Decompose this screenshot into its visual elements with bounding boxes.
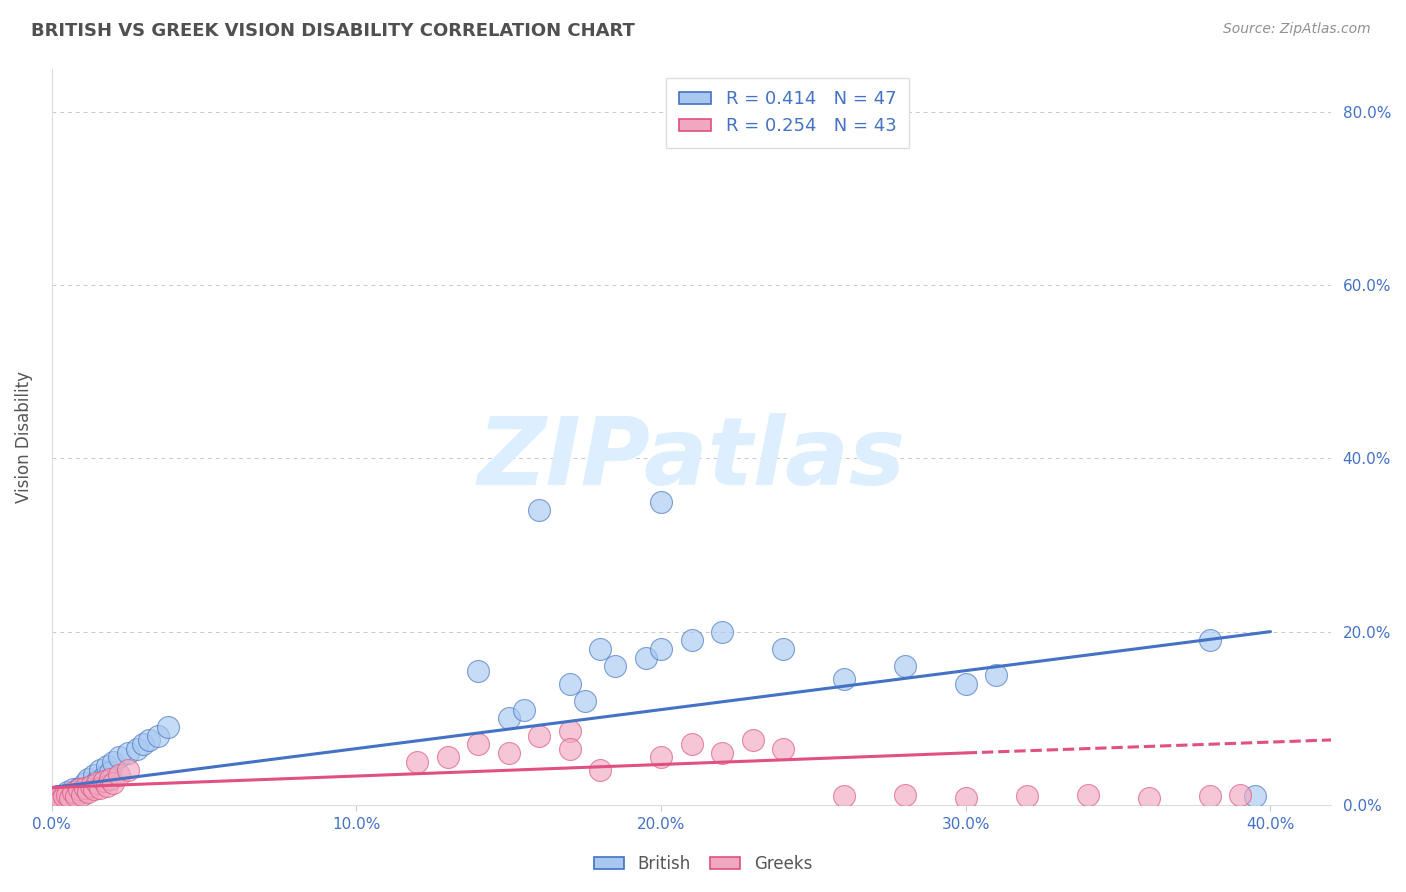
Point (86, 773, 108, 788)
Point (634, 650, 657, 665)
Point (605, 659, 627, 673)
Text: BRITISH VS GREEK VISION DISABILITY CORRELATION CHART: BRITISH VS GREEK VISION DISABILITY CORRE… (31, 22, 634, 40)
Point (65, 789, 87, 804)
Point (986, 668, 1008, 682)
Point (138, 733, 160, 747)
Point (62, 782, 84, 797)
Point (650, 494, 672, 508)
Point (467, 664, 489, 678)
Y-axis label: Vision Disability: Vision Disability (15, 371, 32, 503)
Point (513, 703, 536, 717)
Text: ZIPatlas: ZIPatlas (478, 413, 905, 505)
Point (56, 785, 79, 799)
Point (741, 733, 763, 747)
Point (59, 791, 82, 805)
Point (98, 772, 121, 786)
Point (894, 788, 917, 802)
Point (1198, 633, 1220, 648)
Point (558, 676, 581, 690)
Point (89, 764, 111, 778)
Point (650, 642, 672, 657)
Point (117, 746, 139, 760)
Point (44, 793, 66, 807)
Point (77, 785, 100, 799)
Point (125, 741, 148, 756)
Point (46, 791, 69, 805)
Point (75, 780, 97, 795)
Point (711, 746, 734, 760)
Point (1137, 791, 1160, 805)
Point (772, 642, 794, 657)
Point (558, 741, 581, 756)
Point (117, 764, 139, 778)
Point (711, 624, 734, 639)
Point (681, 737, 703, 751)
Point (86, 776, 108, 790)
Point (1198, 789, 1220, 804)
Point (70, 788, 93, 802)
Point (955, 676, 977, 690)
Point (156, 720, 179, 734)
Point (89, 780, 111, 795)
Point (650, 750, 672, 764)
Point (80, 779, 103, 793)
Point (529, 503, 551, 517)
Point (67, 782, 90, 797)
Point (67, 780, 90, 795)
Point (75, 776, 97, 790)
Point (832, 673, 855, 687)
Point (955, 791, 977, 805)
Point (107, 750, 129, 764)
Point (52, 788, 75, 802)
Point (93, 770, 115, 784)
Point (132, 737, 155, 751)
Point (107, 767, 129, 781)
Point (62, 785, 84, 799)
Point (83, 767, 105, 781)
Point (894, 659, 917, 673)
Point (529, 729, 551, 743)
Point (681, 633, 703, 648)
Point (56, 788, 79, 802)
Point (1077, 788, 1099, 802)
Point (96, 779, 118, 793)
Point (558, 724, 581, 739)
Point (498, 711, 520, 725)
Point (1244, 789, 1267, 804)
Point (101, 755, 124, 769)
Point (49, 791, 72, 805)
Text: Source: ZipAtlas.com: Source: ZipAtlas.com (1223, 22, 1371, 37)
Point (70, 785, 93, 799)
Point (498, 746, 520, 760)
Point (46, 789, 69, 804)
Point (93, 773, 115, 788)
Legend: R = 0.414   N = 47, R = 0.254   N = 43: R = 0.414 N = 47, R = 0.254 N = 43 (666, 78, 910, 148)
Point (49, 793, 72, 807)
Point (80, 779, 103, 793)
Point (65, 788, 87, 802)
Point (101, 776, 124, 790)
Point (589, 764, 612, 778)
Point (77, 772, 100, 786)
Point (1229, 788, 1251, 802)
Point (437, 750, 460, 764)
Point (574, 694, 596, 708)
Point (59, 789, 82, 804)
Point (52, 789, 75, 804)
Point (1015, 789, 1038, 804)
Legend: British, Greeks: British, Greeks (588, 848, 818, 880)
Point (406, 755, 429, 769)
Point (96, 759, 118, 773)
Point (772, 741, 794, 756)
Point (44, 793, 66, 807)
Point (832, 789, 855, 804)
Point (467, 737, 489, 751)
Point (148, 729, 170, 743)
Point (98, 764, 121, 779)
Point (83, 782, 105, 797)
Point (589, 642, 612, 657)
